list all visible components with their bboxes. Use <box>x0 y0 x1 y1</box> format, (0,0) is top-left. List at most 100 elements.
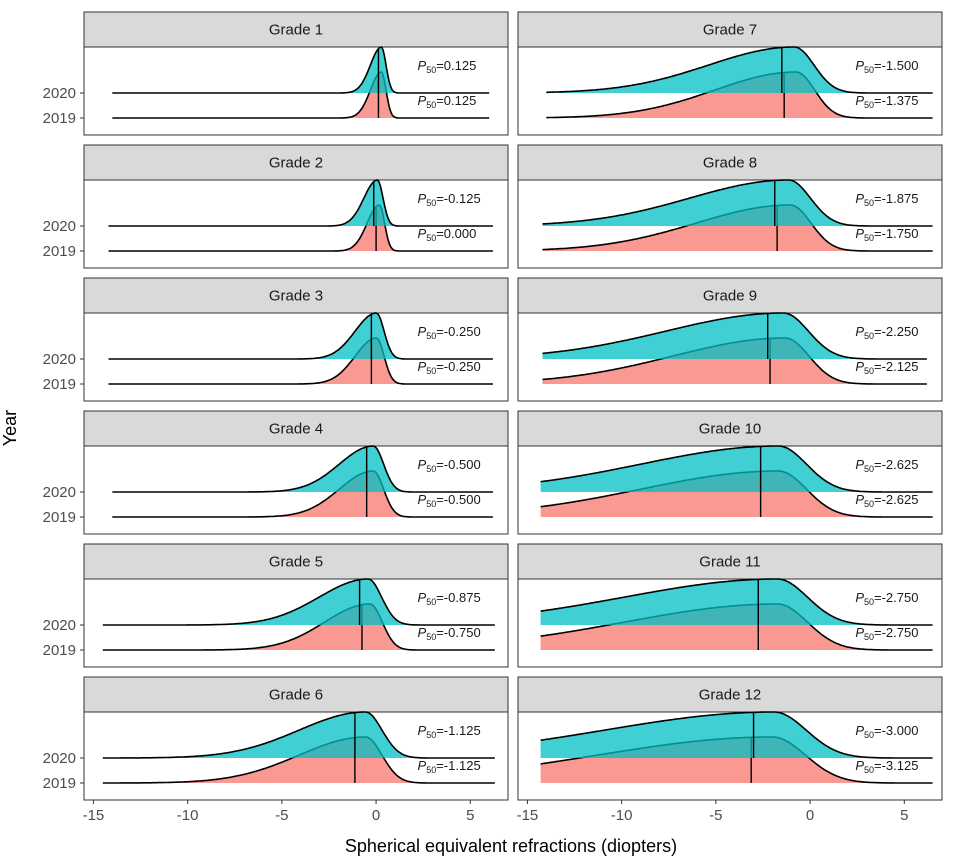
p50-label-2019: P50=-2.750 <box>855 625 918 642</box>
density-line-2020 <box>112 445 493 493</box>
panel-strip-label: Grade 12 <box>699 687 762 704</box>
panel-strip <box>517 144 943 181</box>
panel-strip <box>83 676 509 713</box>
panel-5: Grade 5 2020 2019 P50=-0.750 P50=-0.875 <box>43 543 509 668</box>
p50-label-2020: P50=-2.250 <box>855 324 918 341</box>
y-tick-label-2019: 2019 <box>43 642 76 659</box>
panel-strip-label: Grade 8 <box>703 155 757 172</box>
panel-1: Grade 1 2020 2019 P50=0.125 P50=0.125 <box>43 11 509 136</box>
panel-12: Grade 12 P50=-3.125 P50=-3.000 -15 -10 -5 0 5 <box>517 676 943 824</box>
p50-label-2019: P50=-0.250 <box>418 359 481 376</box>
p50-label-2020: P50=-0.125 <box>418 191 481 208</box>
p50-label-2019: P50=-3.125 <box>855 758 918 775</box>
panel-9: Grade 9 P50=-2.125 P50=-2.250 <box>517 277 943 402</box>
density-line-2020 <box>540 445 933 493</box>
density-area-2020 <box>542 180 933 226</box>
density-line-2020 <box>108 179 493 227</box>
density-area-2020 <box>540 712 933 758</box>
density-area-2020 <box>540 446 933 492</box>
y-axis-title: Year <box>0 410 20 446</box>
panel-plot-area <box>83 46 509 136</box>
density-area-2019 <box>540 471 933 517</box>
panel-3: Grade 3 2020 2019 P50=-0.250 P50=-0.250 <box>43 277 509 402</box>
panel-2: Grade 2 2020 2019 P50=0.000 P50=-0.125 <box>43 144 509 269</box>
density-line-2020 <box>102 711 495 759</box>
panel-6: Grade 6 2020 2019 P50=-1.125 P50=-1.125 -15 -1… <box>43 676 509 824</box>
y-tick-label-2019: 2019 <box>43 110 76 127</box>
p50-label-2020: P50=-2.625 <box>855 457 918 474</box>
density-line-2020 <box>102 578 495 626</box>
y-tick-label-2019: 2019 <box>43 243 76 260</box>
y-tick-label-2020: 2020 <box>43 617 76 634</box>
p50-label-2020: P50=-1.875 <box>855 191 918 208</box>
panel-strip-label: Grade 10 <box>699 421 762 438</box>
chart-panels: Grade 1 2020 2019 P50=0.125 P50=0.125 Grade 2… <box>43 11 943 824</box>
p50-label-2019: P50=-2.125 <box>855 359 918 376</box>
x-tick-label: 0 <box>806 807 814 824</box>
density-area-2019 <box>102 604 495 650</box>
panel-4: Grade 4 2020 2019 P50=-0.500 P50=-0.500 <box>43 410 509 535</box>
x-tick-label: -15 <box>517 807 539 824</box>
density-line-2020 <box>542 179 933 227</box>
p50-label-2019: P50=-1.750 <box>855 226 918 243</box>
density-area-2020 <box>546 47 933 93</box>
panel-11: Grade 11 P50=-2.750 P50=-2.750 <box>517 543 943 668</box>
panel-strip-label: Grade 9 <box>703 288 757 305</box>
density-line-2019 <box>112 71 490 119</box>
p50-label-2019: P50=0.125 <box>418 93 477 110</box>
x-tick-label: -10 <box>177 807 199 824</box>
x-axis-title: Spherical equivalent refractions (diopte… <box>345 836 677 856</box>
panel-strip <box>517 410 943 447</box>
panel-strip-label: Grade 2 <box>269 155 323 172</box>
panel-plot-area <box>83 312 509 402</box>
density-line-2019 <box>112 470 493 518</box>
panel-8: Grade 8 P50=-1.750 P50=-1.875 <box>517 144 943 269</box>
density-area-2019 <box>540 604 933 650</box>
density-area-2019 <box>540 737 933 783</box>
density-area-2020 <box>102 712 495 758</box>
density-area-2020 <box>540 579 933 625</box>
p50-label-2019: P50=-1.375 <box>855 93 918 110</box>
density-line-2020 <box>540 711 933 759</box>
y-tick-label-2020: 2020 <box>43 484 76 501</box>
p50-label-2019: P50=0.000 <box>418 226 477 243</box>
density-line-2019 <box>108 204 493 252</box>
panel-strip <box>83 410 509 447</box>
panel-strip-label: Grade 6 <box>269 687 323 704</box>
density-area-2019 <box>546 72 933 118</box>
panel-strip-label: Grade 11 <box>699 554 760 571</box>
density-line-2020 <box>540 578 933 626</box>
y-tick-label-2020: 2020 <box>43 351 76 368</box>
panel-strip <box>517 11 943 48</box>
p50-label-2020: P50=-0.500 <box>418 457 481 474</box>
p50-label-2020: P50=-1.500 <box>855 58 918 75</box>
y-tick-label-2019: 2019 <box>43 376 76 393</box>
p50-label-2020: P50=-0.250 <box>418 324 481 341</box>
panel-7: Grade 7 P50=-1.375 P50=-1.500 <box>517 11 943 136</box>
density-line-2020 <box>112 46 490 94</box>
panel-strip-label: Grade 4 <box>269 421 323 438</box>
panel-strip-label: Grade 7 <box>703 22 757 39</box>
p50-label-2020: P50=0.125 <box>418 58 477 75</box>
panel-strip-label: Grade 1 <box>269 22 323 39</box>
density-line-2019 <box>108 337 493 385</box>
p50-label-2019: P50=-1.125 <box>418 758 481 775</box>
panel-10: Grade 10 P50=-2.625 P50=-2.625 <box>517 410 943 535</box>
density-line-2019 <box>102 603 495 651</box>
p50-label-2020: P50=-1.125 <box>418 723 481 740</box>
p50-label-2020: P50=-2.750 <box>855 590 918 607</box>
p50-label-2019: P50=-0.500 <box>418 492 481 509</box>
panel-plot-area <box>83 179 509 269</box>
density-line-2020 <box>542 312 927 360</box>
x-tick-label: -5 <box>275 807 288 824</box>
p50-label-2019: P50=-0.750 <box>418 625 481 642</box>
density-area-2020 <box>102 579 495 625</box>
x-tick-label: 5 <box>900 807 908 824</box>
panel-strip <box>83 11 509 48</box>
x-tick-label: 0 <box>372 807 380 824</box>
x-tick-label: -15 <box>83 807 105 824</box>
panel-strip <box>517 543 943 580</box>
panel-strip <box>83 144 509 181</box>
x-tick-label: 5 <box>466 807 474 824</box>
